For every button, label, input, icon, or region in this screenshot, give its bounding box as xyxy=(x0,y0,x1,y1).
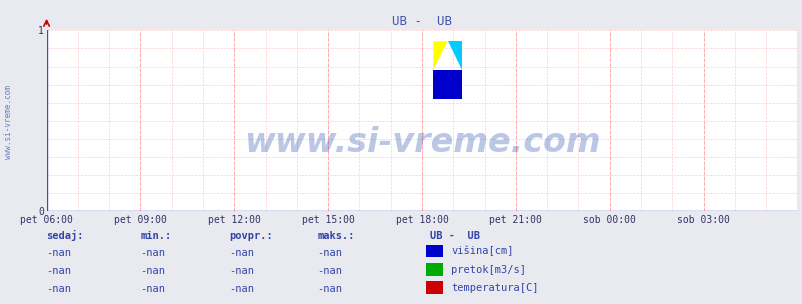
Text: min.:: min.: xyxy=(140,231,172,241)
Text: -nan: -nan xyxy=(47,285,71,295)
Text: -nan: -nan xyxy=(229,248,253,258)
Text: -nan: -nan xyxy=(317,266,342,276)
Text: temperatura[C]: temperatura[C] xyxy=(451,283,538,293)
Polygon shape xyxy=(433,41,447,70)
Text: -nan: -nan xyxy=(317,248,342,258)
Text: povpr.:: povpr.: xyxy=(229,231,272,241)
Text: sedaj:: sedaj: xyxy=(47,230,84,241)
Text: -nan: -nan xyxy=(140,248,165,258)
Text: maks.:: maks.: xyxy=(317,231,354,241)
Text: www.si-vreme.com: www.si-vreme.com xyxy=(3,85,13,159)
Text: UB -  UB: UB - UB xyxy=(429,231,479,241)
Text: www.si-vreme.com: www.si-vreme.com xyxy=(243,126,600,159)
Text: -nan: -nan xyxy=(47,266,71,276)
Text: -nan: -nan xyxy=(47,248,71,258)
Polygon shape xyxy=(447,41,461,70)
Text: -nan: -nan xyxy=(229,266,253,276)
Polygon shape xyxy=(433,70,461,99)
Text: višina[cm]: višina[cm] xyxy=(451,246,513,257)
Text: -nan: -nan xyxy=(229,285,253,295)
Text: -nan: -nan xyxy=(140,285,165,295)
Text: -nan: -nan xyxy=(317,285,342,295)
Text: -nan: -nan xyxy=(140,266,165,276)
Title: UB -  UB: UB - UB xyxy=(391,15,452,28)
Text: pretok[m3/s]: pretok[m3/s] xyxy=(451,265,525,275)
